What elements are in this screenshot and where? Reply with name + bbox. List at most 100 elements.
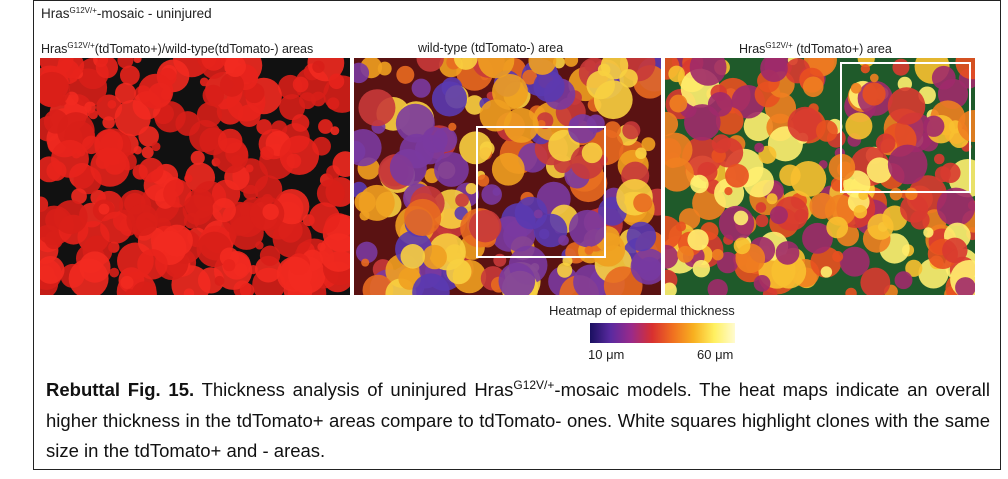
colorbar-max: 60 μm xyxy=(697,347,733,362)
texture xyxy=(79,251,110,282)
texture xyxy=(88,110,98,120)
texture xyxy=(845,113,872,140)
texture xyxy=(44,110,68,134)
texture xyxy=(218,129,243,154)
texture xyxy=(669,95,687,113)
texture xyxy=(892,59,909,76)
texture xyxy=(401,244,426,269)
texture xyxy=(816,120,838,142)
texture xyxy=(676,221,686,231)
texture xyxy=(585,246,594,255)
texture xyxy=(684,104,721,141)
title-text: Hras xyxy=(41,6,70,21)
texture xyxy=(466,183,477,194)
panel-title-sup: G12V/+ xyxy=(67,41,94,50)
texture xyxy=(690,175,708,193)
panel-title-text: Hras xyxy=(41,42,67,56)
texture xyxy=(309,202,340,233)
texture xyxy=(277,256,312,291)
texture xyxy=(260,246,280,266)
texture xyxy=(390,149,427,186)
texture xyxy=(934,154,945,165)
texture xyxy=(280,136,320,176)
texture xyxy=(120,276,133,289)
texture xyxy=(876,134,896,154)
texture xyxy=(895,271,913,289)
texture xyxy=(724,187,732,195)
caption-text: Thickness analysis of uninjured Hras xyxy=(194,379,513,400)
texture xyxy=(888,145,928,185)
texture xyxy=(504,108,539,143)
colorbar xyxy=(590,323,735,343)
texture xyxy=(712,249,724,261)
texture xyxy=(861,64,870,73)
texture xyxy=(569,210,606,247)
panel-image xyxy=(354,58,661,295)
texture xyxy=(358,89,395,126)
texture xyxy=(821,266,832,277)
caption-sup: G12V/+ xyxy=(513,378,554,392)
texture xyxy=(197,102,222,127)
texture xyxy=(568,114,597,143)
texture xyxy=(355,191,376,212)
texture xyxy=(212,198,236,222)
texture xyxy=(803,76,824,97)
texture xyxy=(942,238,967,263)
texture xyxy=(432,81,467,116)
texture xyxy=(826,217,848,239)
texture xyxy=(134,146,142,154)
texture xyxy=(90,147,130,187)
texture xyxy=(770,206,788,224)
texture xyxy=(870,74,879,83)
texture xyxy=(120,65,140,85)
texture xyxy=(51,140,89,178)
texture xyxy=(935,166,951,182)
texture xyxy=(109,268,119,278)
texture xyxy=(404,199,441,236)
texture xyxy=(534,209,543,218)
texture xyxy=(712,134,731,153)
texture xyxy=(299,92,316,109)
texture xyxy=(905,188,917,200)
texture xyxy=(687,229,708,250)
figure-title: HrasG12V/+-mosaic - uninjured xyxy=(41,6,212,21)
title-text: -mosaic - uninjured xyxy=(97,6,212,21)
texture xyxy=(533,71,564,102)
texture xyxy=(923,227,933,237)
texture xyxy=(422,127,448,153)
texture xyxy=(932,66,956,90)
panel-title-text: (tdTomato+) area xyxy=(793,42,892,56)
texture xyxy=(832,251,843,262)
panel-title-sup: G12V/+ xyxy=(765,41,792,50)
panel-image xyxy=(40,58,350,295)
texture xyxy=(152,142,161,151)
texture xyxy=(293,77,309,93)
panel-image xyxy=(665,58,975,295)
panel-title-text: Hras xyxy=(739,42,765,56)
texture xyxy=(756,202,767,213)
texture xyxy=(734,237,751,254)
texture xyxy=(329,74,345,90)
texture xyxy=(469,210,501,242)
texture xyxy=(937,188,975,226)
texture xyxy=(862,82,885,105)
texture xyxy=(448,123,456,131)
caption: Rebuttal Fig. 15. Thickness analysis of … xyxy=(46,370,990,467)
colorbar-title: Heatmap of epidermal thickness xyxy=(549,303,735,318)
texture xyxy=(477,175,489,187)
texture xyxy=(260,146,274,160)
texture xyxy=(923,116,944,137)
texture xyxy=(234,263,248,277)
texture xyxy=(330,126,339,135)
texture xyxy=(622,121,640,139)
panel-title-text: (tdTomato+)/wild-type(tdTomato-) areas xyxy=(95,42,313,56)
texture xyxy=(102,116,115,129)
texture xyxy=(245,164,253,172)
texture xyxy=(126,204,158,236)
texture xyxy=(754,143,764,153)
texture xyxy=(890,188,903,201)
texture xyxy=(598,64,611,77)
texture xyxy=(139,158,164,183)
texture xyxy=(412,79,431,98)
texture xyxy=(107,100,116,109)
